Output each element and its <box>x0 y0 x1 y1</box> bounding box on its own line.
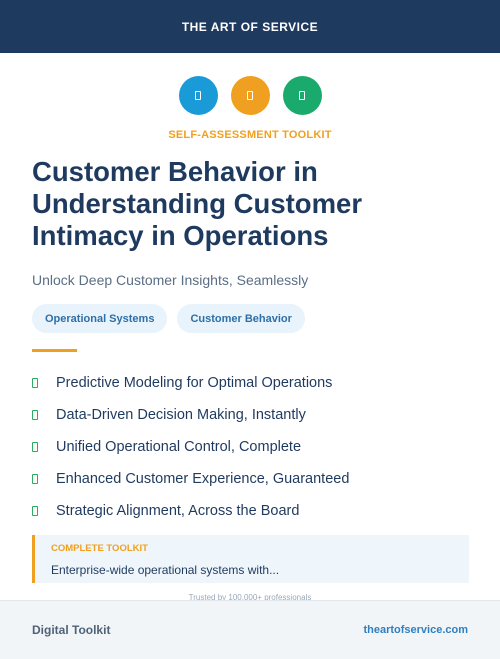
footer-bar: Digital Toolkit theartofservice.com <box>0 600 500 659</box>
document-icon <box>282 76 322 115</box>
feature-text: Unified Operational Control, Complete <box>56 439 302 455</box>
feature-text: Data-Driven Decision Making, Instantly <box>56 407 306 423</box>
header-bar: THE ART OF SERVICE <box>0 0 500 53</box>
tag-list: Operational Systems Customer Behavior <box>32 304 305 333</box>
callout-text: Enterprise-wide operational systems with… <box>51 563 280 577</box>
check-icon <box>32 474 38 484</box>
kicker-label: SELF-ASSESSMENT TOOLKIT <box>168 129 332 141</box>
tag-customer-behavior[interactable]: Customer Behavior <box>177 304 305 333</box>
document-icon <box>230 76 270 115</box>
feature-list: Predictive Modeling for Optimal Operatio… <box>32 367 349 527</box>
feature-text: Strategic Alignment, Across the Board <box>56 503 300 519</box>
website-link[interactable]: theartofservice.com <box>363 624 468 636</box>
feature-item: Predictive Modeling for Optimal Operatio… <box>32 367 349 399</box>
feature-text: Predictive Modeling for Optimal Operatio… <box>56 375 333 391</box>
trusted-note: Trusted by 100,000+ professionals <box>188 593 312 601</box>
feature-item: Strategic Alignment, Across the Board <box>32 495 349 527</box>
check-icon <box>32 442 38 452</box>
subtitle: Unlock Deep Customer Insights, Seamlessl… <box>32 272 309 288</box>
page-title: Customer Behavior in Understanding Custo… <box>32 156 363 251</box>
tag-operational-systems[interactable]: Operational Systems <box>32 304 168 333</box>
toolkit-callout: COMPLETE TOOLKIT Enterprise-wide operati… <box>32 535 469 583</box>
callout-label: COMPLETE TOOLKIT <box>51 543 148 554</box>
brand-name: THE ART OF SERVICE <box>181 19 319 34</box>
feature-item: Unified Operational Control, Complete <box>32 431 349 463</box>
check-icon <box>32 506 38 516</box>
footer-label: Digital Toolkit <box>32 623 111 637</box>
document-icon <box>178 76 218 115</box>
check-icon <box>32 410 38 420</box>
check-icon <box>32 378 38 388</box>
icon-row <box>0 76 500 115</box>
accent-divider <box>32 349 77 352</box>
feature-text: Enhanced Customer Experience, Guaranteed <box>56 471 350 487</box>
feature-item: Enhanced Customer Experience, Guaranteed <box>32 463 349 495</box>
feature-item: Data-Driven Decision Making, Instantly <box>32 399 349 431</box>
